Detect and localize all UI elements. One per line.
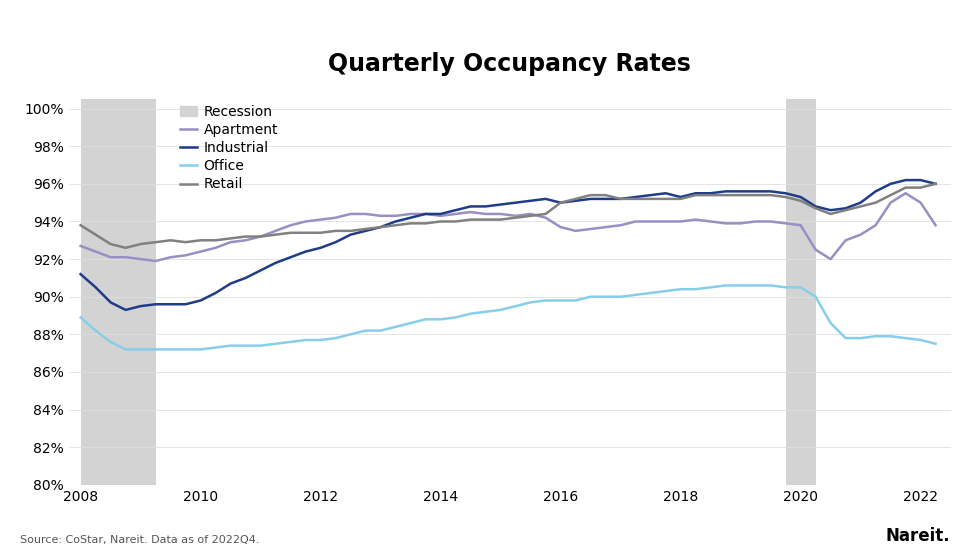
Legend: Recession, Apartment, Industrial, Office, Retail: Recession, Apartment, Industrial, Office… [174, 99, 283, 197]
Bar [786, 99, 815, 485]
Text: Source: CoStar, Nareit. Data as of 2022Q4.: Source: CoStar, Nareit. Data as of 2022Q… [20, 536, 259, 545]
Title: Quarterly Occupancy Rates: Quarterly Occupancy Rates [328, 52, 691, 77]
Bar [80, 99, 156, 485]
Text: Nareit.: Nareit. [886, 527, 951, 545]
